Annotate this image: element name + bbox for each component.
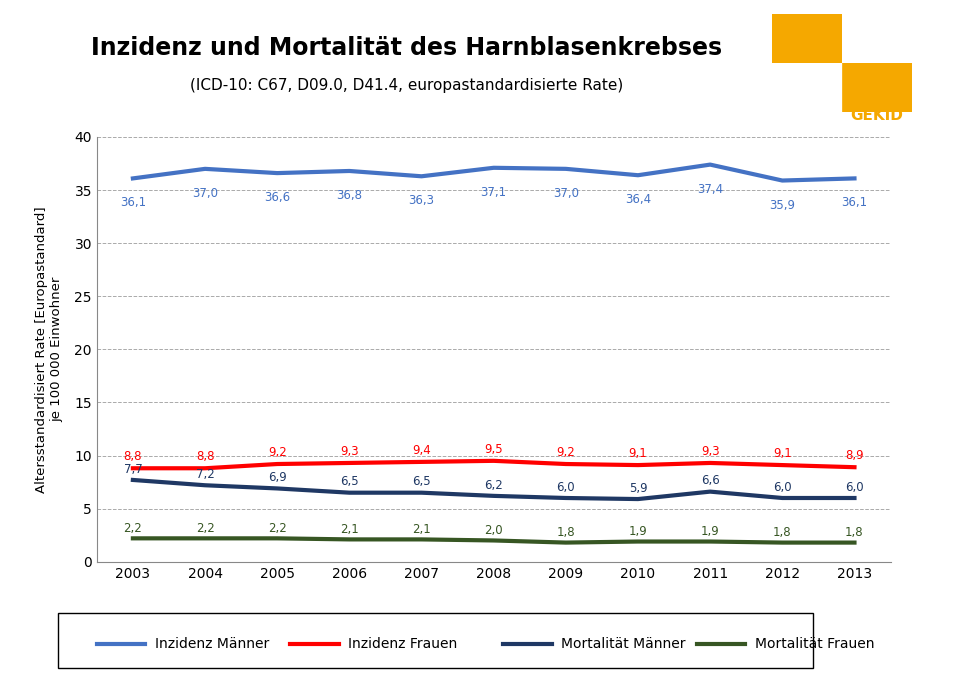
Text: 2,2: 2,2 (268, 522, 287, 535)
Text: 9,1: 9,1 (772, 447, 792, 460)
Y-axis label: Altersstandardisiert Rate [Europastandard]
je 100 000 Einwohner: Altersstandardisiert Rate [Europastandar… (35, 206, 63, 493)
Text: Mortalität Männer: Mortalität Männer (561, 637, 686, 651)
Text: 36,1: 36,1 (841, 197, 867, 210)
Polygon shape (842, 14, 912, 63)
Text: 1,8: 1,8 (557, 526, 575, 539)
Text: 6,0: 6,0 (773, 481, 792, 494)
Polygon shape (772, 14, 842, 63)
Text: 1,9: 1,9 (628, 525, 648, 538)
Text: 9,1: 9,1 (628, 447, 648, 460)
Text: 2,2: 2,2 (196, 522, 215, 535)
Polygon shape (772, 63, 842, 112)
Text: 9,3: 9,3 (701, 445, 719, 458)
Text: 2,2: 2,2 (124, 522, 142, 535)
Text: Inzidenz und Mortalität des Harnblasenkrebses: Inzidenz und Mortalität des Harnblasenkr… (91, 36, 722, 60)
Text: 2,0: 2,0 (484, 524, 503, 537)
Text: 36,8: 36,8 (336, 189, 362, 202)
Text: 5,9: 5,9 (628, 482, 648, 495)
Text: 35,9: 35,9 (770, 199, 796, 212)
Polygon shape (842, 63, 912, 112)
Text: 9,5: 9,5 (484, 443, 503, 456)
Text: 6,6: 6,6 (701, 475, 719, 488)
Text: Mortalität Frauen: Mortalität Frauen (755, 637, 874, 651)
Text: 6,0: 6,0 (557, 481, 575, 494)
Text: 7,2: 7,2 (196, 468, 215, 481)
Text: 36,3: 36,3 (408, 195, 435, 208)
Text: 9,2: 9,2 (268, 446, 287, 459)
Text: 8,8: 8,8 (124, 450, 142, 463)
Text: 36,1: 36,1 (120, 197, 146, 210)
Text: 6,0: 6,0 (845, 481, 863, 494)
Text: 1,8: 1,8 (773, 526, 792, 539)
Text: 37,1: 37,1 (481, 186, 506, 199)
Text: Inzidenz Frauen: Inzidenz Frauen (348, 637, 458, 651)
Text: 37,0: 37,0 (192, 187, 218, 200)
Text: 36,4: 36,4 (625, 193, 651, 206)
Text: (ICD-10: C67, D09.0, D41.4, europastandardisierte Rate): (ICD-10: C67, D09.0, D41.4, europastanda… (190, 78, 623, 93)
Text: 7,7: 7,7 (124, 462, 142, 475)
Text: 1,9: 1,9 (701, 525, 719, 538)
Text: 8,8: 8,8 (196, 450, 214, 463)
Text: 8,9: 8,9 (845, 449, 863, 462)
Text: 6,5: 6,5 (340, 475, 359, 488)
Text: 6,5: 6,5 (412, 475, 431, 488)
Text: 37,4: 37,4 (697, 183, 723, 196)
Text: GEKID: GEKID (850, 108, 903, 123)
Text: 1,8: 1,8 (845, 526, 863, 539)
Text: 2,1: 2,1 (340, 523, 359, 536)
Text: 6,2: 6,2 (484, 479, 503, 492)
Text: 2,1: 2,1 (412, 523, 431, 536)
Text: 36,6: 36,6 (264, 191, 290, 204)
Text: 9,3: 9,3 (340, 445, 359, 458)
Text: 6,9: 6,9 (268, 471, 287, 484)
Text: 9,2: 9,2 (557, 446, 575, 459)
Text: Inzidenz Männer: Inzidenz Männer (155, 637, 269, 651)
Text: 37,0: 37,0 (553, 187, 579, 200)
Text: 9,4: 9,4 (412, 444, 431, 457)
